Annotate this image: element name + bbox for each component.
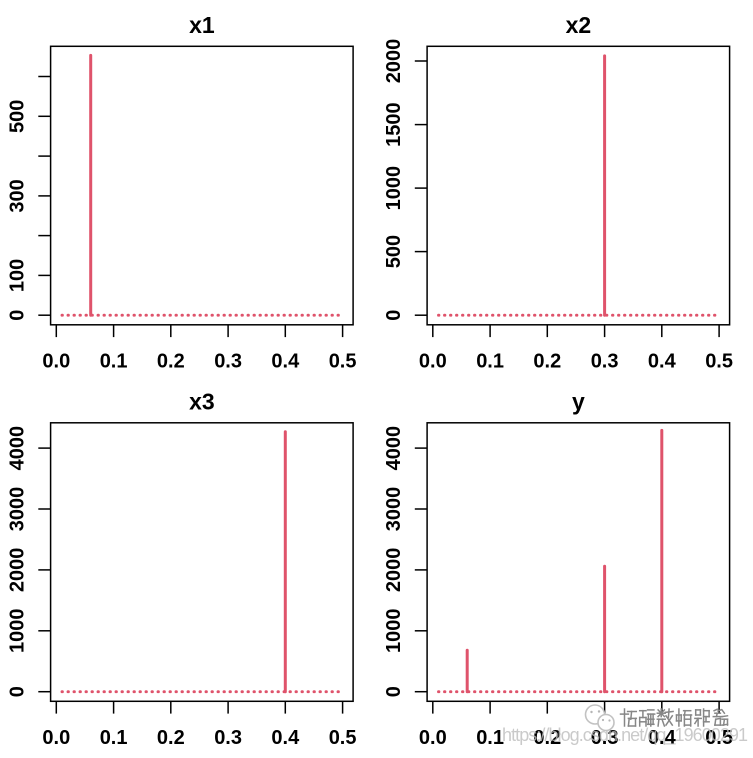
svg-text:0.1: 0.1 — [100, 727, 128, 749]
svg-text:3000: 3000 — [383, 487, 405, 532]
svg-text:0.2: 0.2 — [157, 727, 185, 749]
svg-text:0.3: 0.3 — [591, 351, 619, 373]
svg-text:0.4: 0.4 — [271, 351, 300, 373]
svg-text:2000: 2000 — [383, 548, 405, 593]
svg-text:500: 500 — [383, 235, 405, 268]
svg-text:x3: x3 — [189, 389, 215, 415]
svg-text:0: 0 — [7, 686, 29, 697]
svg-text:0.5: 0.5 — [705, 727, 733, 749]
svg-text:0.2: 0.2 — [533, 727, 561, 749]
svg-text:1000: 1000 — [7, 609, 29, 654]
svg-text:2000: 2000 — [7, 548, 29, 593]
svg-text:4000: 4000 — [7, 426, 29, 471]
svg-text:0.4: 0.4 — [648, 351, 677, 373]
svg-text:0.0: 0.0 — [42, 351, 70, 373]
svg-text:x1: x1 — [189, 12, 215, 38]
svg-text:0.5: 0.5 — [329, 351, 357, 373]
svg-text:0.3: 0.3 — [214, 351, 242, 373]
svg-text:1000: 1000 — [383, 609, 405, 654]
svg-text:y: y — [572, 389, 585, 415]
svg-text:1500: 1500 — [383, 102, 405, 147]
svg-text:0: 0 — [7, 310, 29, 321]
svg-text:0.5: 0.5 — [705, 351, 733, 373]
svg-text:1000: 1000 — [383, 166, 405, 211]
svg-text:0.3: 0.3 — [214, 727, 242, 749]
svg-text:0.1: 0.1 — [476, 351, 504, 373]
svg-text:0.0: 0.0 — [42, 727, 70, 749]
svg-text:0.1: 0.1 — [100, 351, 128, 373]
svg-text:0: 0 — [383, 686, 405, 697]
svg-text:0.5: 0.5 — [329, 727, 357, 749]
svg-text:4000: 4000 — [383, 426, 405, 471]
svg-text:100: 100 — [7, 259, 29, 292]
svg-text:0.0: 0.0 — [419, 727, 447, 749]
svg-text:0.4: 0.4 — [271, 727, 300, 749]
svg-text:3000: 3000 — [7, 487, 29, 532]
svg-text:0.4: 0.4 — [648, 727, 677, 749]
svg-text:0.2: 0.2 — [157, 351, 185, 373]
svg-text:https://blog.csdn.net/qq_19600: https://blog.csdn.net/qq_19600291 — [502, 725, 748, 746]
svg-text:0.1: 0.1 — [476, 727, 504, 749]
svg-text:2000: 2000 — [383, 39, 405, 84]
svg-text:300: 300 — [7, 179, 29, 212]
svg-text:500: 500 — [7, 100, 29, 133]
svg-text:0.3: 0.3 — [591, 727, 619, 749]
svg-text:0: 0 — [383, 310, 405, 321]
svg-text:x2: x2 — [566, 12, 592, 38]
svg-text:0.0: 0.0 — [419, 351, 447, 373]
svg-text:0.2: 0.2 — [533, 351, 561, 373]
